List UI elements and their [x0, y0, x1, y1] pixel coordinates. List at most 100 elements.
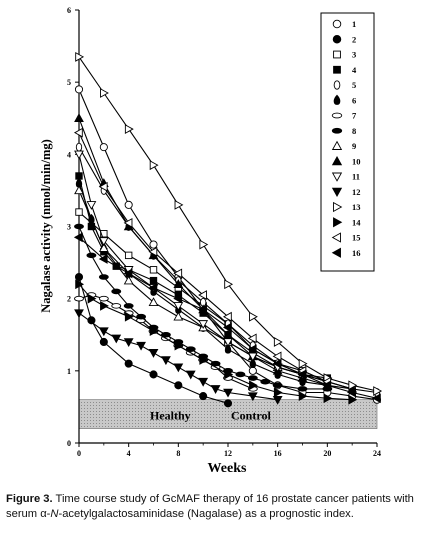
data-point-12 [173, 363, 184, 373]
data-point-10 [74, 113, 84, 123]
data-point-1 [248, 366, 257, 375]
data-point-12 [210, 385, 221, 394]
data-point-2 [199, 392, 208, 401]
legend-marker-13 [333, 201, 343, 213]
series-line-11 [78, 154, 328, 383]
x-axis-label: Weeks [208, 461, 247, 476]
x-tick-label: 12 [224, 449, 232, 458]
series-4 [75, 172, 332, 382]
legend-marker-15 [331, 232, 341, 243]
data-point-12 [123, 338, 134, 348]
data-point-12 [185, 370, 196, 380]
data-point-2 [74, 272, 84, 282]
data-point-8 [210, 360, 221, 367]
data-point-13 [149, 160, 159, 171]
data-point-16 [173, 293, 183, 304]
data-point-15 [148, 246, 158, 257]
data-point-14 [124, 311, 134, 322]
data-point-1 [99, 143, 108, 152]
data-point-2 [149, 370, 158, 379]
data-point-9 [173, 311, 184, 321]
legend-label-6: 6 [352, 95, 356, 105]
data-point-8 [260, 378, 271, 385]
data-point-14 [323, 393, 333, 404]
data-point-3 [149, 266, 158, 274]
x-tick-label: 24 [373, 449, 381, 458]
data-point-8 [123, 303, 134, 309]
data-point-13 [249, 311, 258, 322]
legend-marker-10 [331, 155, 343, 166]
legend-marker-7 [331, 112, 343, 119]
legend-label-10: 10 [352, 156, 361, 166]
legend-label-9: 9 [352, 141, 356, 151]
legend-label-12: 12 [352, 187, 361, 197]
data-point-11 [198, 320, 209, 329]
legend-marker-2 [332, 35, 342, 44]
data-point-15 [198, 290, 207, 300]
data-point-4 [149, 276, 158, 285]
legend-marker-12 [331, 187, 343, 198]
data-point-12 [74, 309, 84, 319]
series-line-14 [78, 283, 353, 401]
data-point-15 [73, 127, 83, 138]
data-point-9 [74, 185, 84, 195]
data-point-8 [98, 274, 109, 280]
data-point-14 [273, 387, 283, 398]
data-point-6 [224, 343, 232, 354]
legend-marker-16 [331, 247, 341, 258]
legend-marker-6 [333, 94, 341, 105]
data-point-16 [272, 358, 282, 369]
series-group [73, 52, 383, 408]
y-tick-label: 6 [67, 6, 71, 15]
legend-label-15: 15 [352, 233, 361, 243]
data-point-12 [247, 392, 258, 402]
series-line-4 [78, 175, 328, 379]
data-point-13 [174, 199, 184, 210]
healthy-label: Healthy [150, 409, 191, 423]
data-point-8 [272, 382, 283, 389]
data-point-14 [224, 369, 234, 380]
data-point-12 [148, 349, 159, 358]
data-point-12 [136, 341, 146, 351]
data-point-16 [198, 304, 207, 315]
x-tick-label: 16 [274, 449, 282, 458]
data-point-8 [136, 313, 147, 320]
legend-label-8: 8 [352, 126, 356, 136]
data-point-13 [224, 279, 234, 290]
data-point-8 [74, 223, 84, 230]
series-15 [73, 127, 332, 387]
caption-italic: N [50, 508, 59, 520]
data-point-8 [160, 331, 171, 338]
y-axis-label: Nagalase activity (nmol/min/mg) [39, 139, 53, 313]
data-point-14 [149, 326, 159, 337]
legend-label-3: 3 [352, 50, 356, 60]
series-12 [74, 309, 283, 405]
data-point-13 [100, 88, 109, 98]
series-line-15 [78, 132, 328, 383]
data-point-16 [222, 322, 232, 333]
data-point-14 [298, 391, 308, 401]
data-point-8 [185, 346, 196, 352]
y-tick-label: 2 [67, 295, 71, 304]
data-point-13 [273, 337, 283, 347]
data-point-11 [74, 150, 84, 160]
data-point-16 [247, 344, 257, 355]
data-point-8 [247, 375, 258, 381]
legend-label-1: 1 [352, 19, 356, 29]
data-point-15 [222, 311, 232, 322]
x-tick-label: 20 [323, 449, 331, 458]
data-point-6 [249, 358, 256, 369]
data-point-1 [124, 200, 133, 209]
data-point-14 [174, 340, 184, 351]
data-point-16 [371, 393, 381, 404]
y-tick-label: 0 [67, 439, 71, 448]
data-point-9 [148, 297, 159, 307]
data-point-10 [173, 279, 184, 288]
data-point-11 [247, 352, 258, 362]
x-tick-label: 4 [127, 449, 131, 458]
x-tick-label: 0 [77, 449, 81, 458]
data-point-8 [86, 252, 97, 259]
series-13 [75, 52, 383, 396]
